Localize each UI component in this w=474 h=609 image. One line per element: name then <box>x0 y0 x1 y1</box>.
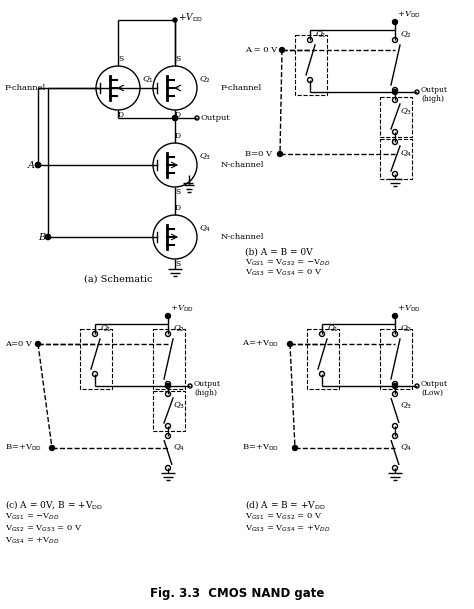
Text: (d) A = B = +V$_{\rm DD}$: (d) A = B = +V$_{\rm DD}$ <box>245 498 326 511</box>
Text: Q$_1$: Q$_1$ <box>142 75 154 85</box>
Text: Q$_3$: Q$_3$ <box>199 152 211 162</box>
Bar <box>153 329 185 389</box>
Text: Q$_3$: Q$_3$ <box>400 107 412 118</box>
Text: (Low): (Low) <box>421 389 443 397</box>
Bar <box>380 97 412 137</box>
Text: Output: Output <box>421 380 448 388</box>
Text: Output: Output <box>201 114 231 122</box>
Circle shape <box>392 314 398 319</box>
Text: Q$_4$: Q$_4$ <box>400 149 412 159</box>
Text: Q$_2$: Q$_2$ <box>400 324 412 334</box>
Text: V$_{GS1}$ = V$_{GS2}$ = 0 V: V$_{GS1}$ = V$_{GS2}$ = 0 V <box>245 511 323 521</box>
Circle shape <box>46 234 51 239</box>
Text: D: D <box>118 111 124 119</box>
Text: Q$_4$: Q$_4$ <box>199 224 211 234</box>
Text: V$_{GS3}$ = V$_{GS4}$ = 0 V: V$_{GS3}$ = V$_{GS4}$ = 0 V <box>245 268 323 278</box>
Circle shape <box>36 163 40 167</box>
Circle shape <box>173 18 177 22</box>
Text: Q$_3$: Q$_3$ <box>400 401 412 411</box>
Text: V$_{GS1}$ = $-$V$_{DD}$: V$_{GS1}$ = $-$V$_{DD}$ <box>5 511 60 521</box>
Bar <box>80 329 112 389</box>
Bar <box>307 329 339 389</box>
Circle shape <box>392 19 398 24</box>
Text: P-channel: P-channel <box>5 84 46 92</box>
Text: N-channel: N-channel <box>221 233 264 241</box>
Text: V$_{GS1}$ = V$_{GS2}$ = $-$V$_{DD}$: V$_{GS1}$ = V$_{GS2}$ = $-$V$_{DD}$ <box>245 258 330 269</box>
Text: (high): (high) <box>421 95 444 103</box>
Circle shape <box>292 446 298 451</box>
Text: P-channel: P-channel <box>221 84 262 92</box>
Circle shape <box>173 116 177 121</box>
Circle shape <box>392 90 398 94</box>
Text: N-channel: N-channel <box>221 161 264 169</box>
Text: Q$_2$: Q$_2$ <box>173 324 185 334</box>
Text: +V$_{\rm DD}$: +V$_{\rm DD}$ <box>170 303 194 314</box>
Circle shape <box>280 48 284 52</box>
Circle shape <box>277 152 283 157</box>
Circle shape <box>392 384 398 389</box>
Text: B=+V$_{\rm DD}$: B=+V$_{\rm DD}$ <box>242 443 279 453</box>
Circle shape <box>165 314 171 319</box>
Text: +V$_{\rm DD}$: +V$_{\rm DD}$ <box>397 10 421 20</box>
Text: B=0 V: B=0 V <box>245 150 272 158</box>
Text: Output: Output <box>421 86 448 94</box>
Bar <box>380 329 412 389</box>
Text: +V$_{\rm DD}$: +V$_{\rm DD}$ <box>178 12 203 24</box>
Bar <box>380 139 412 179</box>
Text: (a) Schematic: (a) Schematic <box>84 275 152 284</box>
Text: V$_{GS3}$ = V$_{GS4}$ = +V$_{DD}$: V$_{GS3}$ = V$_{GS4}$ = +V$_{DD}$ <box>245 523 330 533</box>
Text: A=+V$_{\rm DD}$: A=+V$_{\rm DD}$ <box>242 339 279 349</box>
Circle shape <box>173 116 177 121</box>
Text: Q$_1$: Q$_1$ <box>100 324 112 334</box>
Text: A = 0 V: A = 0 V <box>245 46 277 54</box>
Text: Q$_1$: Q$_1$ <box>327 324 339 334</box>
Text: Q$_2$: Q$_2$ <box>199 75 211 85</box>
Text: Q$_3$: Q$_3$ <box>173 401 185 411</box>
Text: +V$_{\rm DD}$: +V$_{\rm DD}$ <box>397 303 421 314</box>
Text: A: A <box>28 161 35 169</box>
Text: S: S <box>175 188 181 196</box>
Text: Q$_1$: Q$_1$ <box>315 30 327 40</box>
Circle shape <box>49 446 55 451</box>
Text: Fig. 3.3  CMOS NAND gate: Fig. 3.3 CMOS NAND gate <box>150 587 324 600</box>
Text: Q$_4$: Q$_4$ <box>173 443 185 453</box>
Text: S: S <box>118 55 124 63</box>
Text: D: D <box>175 204 181 212</box>
Text: (high): (high) <box>194 389 217 397</box>
Text: B=+V$_{\rm DD}$: B=+V$_{\rm DD}$ <box>5 443 42 453</box>
Circle shape <box>36 163 40 167</box>
Text: (b) A = B = 0V: (b) A = B = 0V <box>245 248 313 257</box>
Text: D: D <box>175 111 181 119</box>
Bar <box>295 35 327 95</box>
Text: Q$_2$: Q$_2$ <box>400 30 412 40</box>
Text: A=0 V: A=0 V <box>5 340 32 348</box>
Circle shape <box>36 342 40 347</box>
Text: D: D <box>175 132 181 140</box>
Circle shape <box>165 384 171 389</box>
Text: V$_{GS4}$ = +V$_{DD}$: V$_{GS4}$ = +V$_{DD}$ <box>5 535 60 546</box>
Text: Output: Output <box>194 380 221 388</box>
Bar <box>153 391 185 431</box>
Text: B: B <box>38 233 45 242</box>
Text: Q$_4$: Q$_4$ <box>400 443 412 453</box>
Text: V$_{GS2}$ = V$_{GS3}$ = 0 V: V$_{GS2}$ = V$_{GS3}$ = 0 V <box>5 523 82 533</box>
Circle shape <box>288 342 292 347</box>
Text: S: S <box>175 260 181 268</box>
Text: (c) A = 0V, B = +V$_{\rm DD}$: (c) A = 0V, B = +V$_{\rm DD}$ <box>5 498 103 511</box>
Text: S: S <box>175 55 181 63</box>
